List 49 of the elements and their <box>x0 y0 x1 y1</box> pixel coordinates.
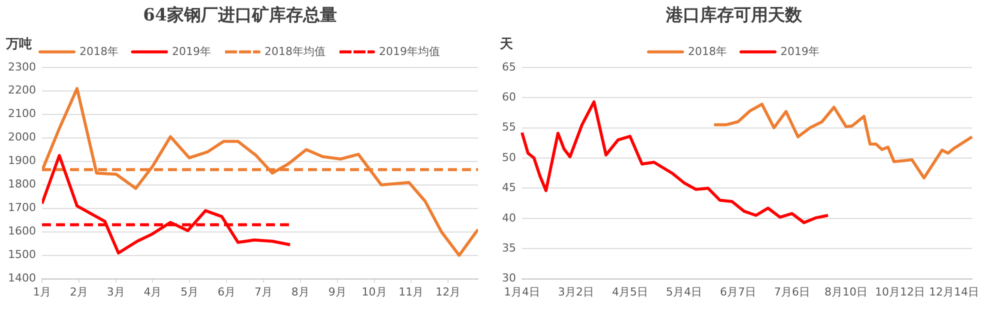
x-tick-label: 4月5日 <box>612 285 648 298</box>
legend-label: 2018年 <box>80 44 119 58</box>
y-axis-title: 万吨 <box>5 36 32 52</box>
x-tick-label: 8月 <box>291 285 310 298</box>
y-tick-label: 2100 <box>8 107 36 120</box>
y-tick-label: 1900 <box>8 154 36 168</box>
y-tick-label: 30 <box>502 272 516 285</box>
x-tick-label: 6月7日 <box>720 285 756 298</box>
x-tick-label: 2月 <box>70 285 88 298</box>
chart-title: 64家钢厂进口矿库存总量 <box>143 6 337 26</box>
x-tick-label: 1月4日 <box>504 285 540 298</box>
y-tick-label: 60 <box>502 90 516 104</box>
y-tick-label: 1800 <box>8 178 36 191</box>
y-tick-label: 2300 <box>8 60 36 74</box>
y-tick-label: 1700 <box>8 201 36 214</box>
x-tick-label: 8月10日 <box>824 285 868 298</box>
x-tick-label: 12月14日 <box>929 285 979 298</box>
legend-label: 2019年 <box>172 44 212 58</box>
x-tick-label: 6月 <box>218 285 236 298</box>
x-tick-label: 3月2日 <box>558 285 594 298</box>
y-tick-label: 2200 <box>8 84 36 97</box>
x-tick-label: 9月 <box>328 285 346 298</box>
x-tick-label: 11月 <box>398 285 424 298</box>
x-tick-label: 10月12日 <box>875 285 925 298</box>
x-tick-label: 12月 <box>436 285 461 298</box>
chart-title: 港口库存可用天数 <box>665 6 803 26</box>
y-axis-title: 天 <box>499 36 514 52</box>
legend-label: 2019年 <box>780 44 820 58</box>
y-tick-label: 1600 <box>8 224 36 238</box>
y-tick-label: 1500 <box>8 248 36 262</box>
legend-label: 2019年均值 <box>378 44 440 58</box>
x-tick-label: 4月 <box>144 285 162 298</box>
y-tick-label: 40 <box>502 211 516 224</box>
x-tick-label: 10月 <box>362 285 387 298</box>
y-tick-label: 55 <box>502 120 516 134</box>
y-tick-label: 35 <box>502 241 516 254</box>
y-tick-label: 2000 <box>8 130 36 144</box>
y-tick-label: 50 <box>502 150 516 164</box>
y-tick-label: 1400 <box>8 272 36 285</box>
y-tick-label: 65 <box>502 60 516 74</box>
x-tick-label: 5月4日 <box>666 285 702 298</box>
legend-label: 2018年均值 <box>264 44 326 58</box>
x-tick-label: 5月 <box>180 285 199 298</box>
x-tick-label: 7月 <box>254 285 273 298</box>
x-tick-label: 1月 <box>32 285 51 298</box>
x-tick-label: 3月 <box>106 285 125 298</box>
legend-label: 2018年 <box>688 44 728 58</box>
y-tick-label: 45 <box>502 181 516 194</box>
x-tick-label: 7月6日 <box>774 285 810 298</box>
